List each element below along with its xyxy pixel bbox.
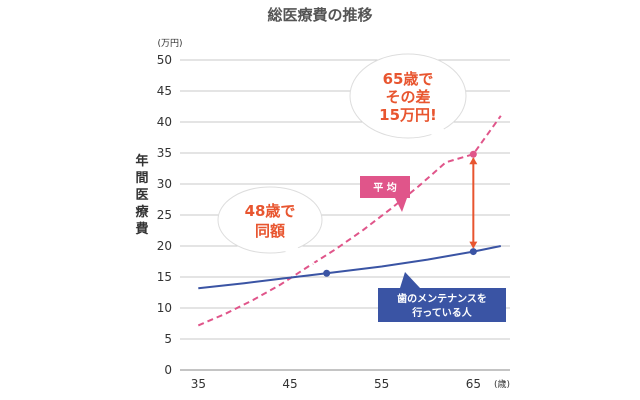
y-tick-45: 45 (157, 84, 172, 98)
x-tick-65: 65 (466, 377, 481, 391)
bubble-48-line2: 同額 (255, 222, 285, 240)
y-tick-30: 30 (157, 177, 172, 191)
annotation-bubble-48: 48歳で 同額 (217, 186, 323, 266)
y-label-char-3: 療 (135, 204, 149, 220)
x-tick-55: 55 (374, 377, 389, 391)
maintenance-legend-label: 歯のメンテナンスを 行っている人 (378, 272, 506, 322)
y-tick-10: 10 (157, 301, 172, 315)
chart-title: 総医療費の推移 (267, 6, 372, 24)
y-tick-labels: 0 5 10 15 20 25 30 35 40 45 50 (157, 53, 172, 377)
y-axis-unit: (万円) (157, 38, 182, 49)
bubble-65-line2: その差 (385, 88, 430, 106)
maintenance-label-line1: 歯のメンテナンスを (397, 292, 487, 305)
x-tick-labels: 35 45 55 65 (191, 377, 481, 391)
maintenance-label-box (378, 288, 506, 322)
y-tick-15: 15 (157, 270, 172, 284)
difference-arrow (469, 157, 478, 249)
bubble-65-tail (428, 125, 462, 148)
average-label-text: 平 均 (373, 181, 396, 194)
y-label-char-0: 年 (135, 153, 148, 169)
data-point-1 (469, 248, 477, 256)
arrow-head-top (469, 157, 478, 165)
maintenance-label-line2: 行っている人 (411, 306, 472, 319)
y-label-char-1: 間 (135, 171, 148, 186)
series-line-0 (197, 115, 502, 327)
x-tick-45: 45 (282, 377, 297, 391)
bubble-48-line1: 48歳で (245, 202, 296, 220)
series-layer (197, 115, 502, 327)
y-tick-5: 5 (164, 332, 172, 346)
y-tick-40: 40 (157, 115, 172, 129)
x-tick-35: 35 (191, 377, 206, 391)
series-line-1 (198, 245, 501, 290)
average-label-box (360, 176, 410, 198)
arrow-head-bottom (469, 241, 478, 249)
data-point-0 (323, 269, 331, 277)
annotation-bubble-65: 65歳で その差 15万円! (349, 53, 467, 148)
average-label-pointer (395, 198, 407, 212)
y-label-char-4: 費 (135, 221, 148, 237)
y-tick-25: 25 (157, 208, 172, 222)
y-label-char-2: 医 (135, 188, 148, 203)
maintenance-label-pointer (400, 272, 420, 288)
data-point-2 (469, 150, 477, 158)
y-tick-0: 0 (164, 363, 172, 377)
bubble-65-shape (349, 53, 467, 139)
data-markers (323, 150, 477, 277)
y-tick-35: 35 (157, 146, 172, 160)
x-axis-unit: (歳) (494, 378, 510, 390)
bubble-65-line1: 65歳で (383, 70, 434, 88)
bubble-65-line3: 15万円! (379, 106, 437, 124)
bubble-48-shape (217, 186, 323, 254)
average-legend-label: 平 均 (360, 176, 410, 212)
y-tick-50: 50 (157, 53, 172, 67)
bubble-48-tail (282, 245, 318, 266)
y-tick-20: 20 (157, 239, 172, 253)
